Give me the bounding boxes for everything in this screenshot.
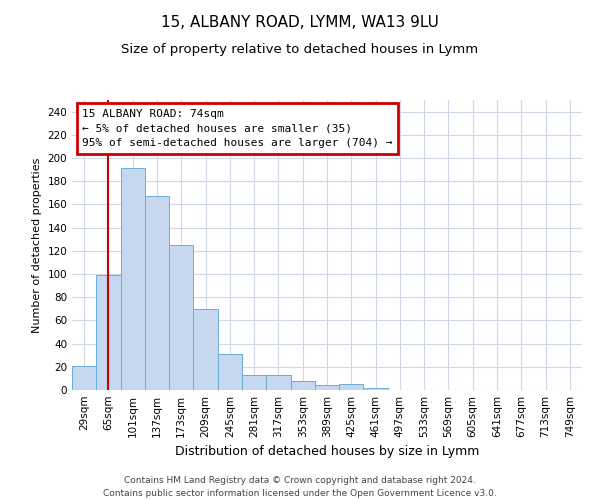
Text: 15, ALBANY ROAD, LYMM, WA13 9LU: 15, ALBANY ROAD, LYMM, WA13 9LU xyxy=(161,15,439,30)
Bar xyxy=(218,354,242,390)
Bar xyxy=(339,384,364,390)
Bar xyxy=(242,375,266,390)
Bar xyxy=(266,375,290,390)
Bar xyxy=(290,380,315,390)
Text: Contains HM Land Registry data © Crown copyright and database right 2024.
Contai: Contains HM Land Registry data © Crown c… xyxy=(103,476,497,498)
Bar xyxy=(121,168,145,390)
Bar xyxy=(72,366,96,390)
Bar xyxy=(315,386,339,390)
Bar xyxy=(145,196,169,390)
Bar xyxy=(193,309,218,390)
Text: Size of property relative to detached houses in Lymm: Size of property relative to detached ho… xyxy=(121,42,479,56)
Bar xyxy=(169,245,193,390)
Y-axis label: Number of detached properties: Number of detached properties xyxy=(32,158,42,332)
Bar xyxy=(364,388,388,390)
Bar xyxy=(96,275,121,390)
X-axis label: Distribution of detached houses by size in Lymm: Distribution of detached houses by size … xyxy=(175,446,479,458)
Text: 15 ALBANY ROAD: 74sqm
← 5% of detached houses are smaller (35)
95% of semi-detac: 15 ALBANY ROAD: 74sqm ← 5% of detached h… xyxy=(82,108,392,148)
